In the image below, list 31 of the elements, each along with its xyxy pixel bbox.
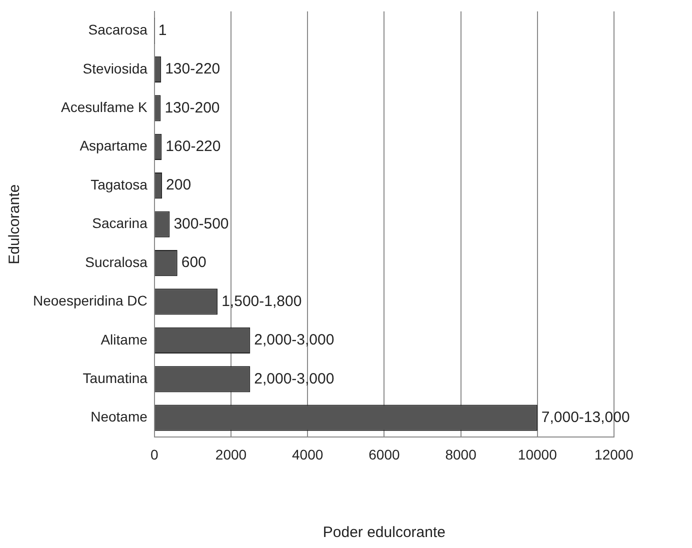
- y-tick-label: Neoesperidina DC: [32, 292, 148, 309]
- data-label: 2,000-3,000: [254, 370, 334, 388]
- data-label: 1,500-1,800: [222, 292, 302, 310]
- data-label: 1: [158, 22, 167, 39]
- data-label: 7,000-13,000: [541, 408, 630, 426]
- y-tick-label: Acesulfame K: [61, 99, 148, 116]
- y-tick-label: Aspartame: [80, 138, 148, 154]
- data-label: 130-200: [164, 99, 220, 116]
- x-tick-label: 4000: [292, 446, 324, 462]
- y-tick-label: Steviosida: [82, 60, 148, 76]
- data-label: 300-500: [174, 215, 229, 232]
- y-tick-label: Sucralosa: [85, 254, 148, 270]
- data-label: 160-220: [166, 138, 221, 156]
- y-tick-label: Sacarosa: [88, 22, 148, 38]
- x-axis-title: Poder edulcorante: [322, 524, 446, 542]
- y-tick-label: Tagatosa: [90, 176, 148, 192]
- x-tick-label: 0: [150, 446, 158, 462]
- y-axis-title: Edulcorante: [6, 184, 24, 264]
- x-tick-label: 8000: [445, 446, 477, 462]
- x-tick-label: 10000: [518, 446, 558, 462]
- data-label: 130-220: [165, 60, 220, 78]
- data-label: 200: [166, 176, 192, 194]
- data-label: 600: [181, 254, 206, 272]
- y-tick-label: Taumatina: [82, 370, 148, 386]
- y-tick-label: Alitame: [100, 331, 148, 348]
- y-tick-label: Sacarina: [92, 215, 148, 232]
- x-tick-label: 12000: [594, 446, 634, 462]
- data-label: 2,000-3,000: [254, 332, 334, 349]
- x-tick-label: 6000: [368, 446, 400, 462]
- x-tick-label: 2000: [215, 446, 247, 462]
- y-tick-label: Neotame: [90, 408, 148, 425]
